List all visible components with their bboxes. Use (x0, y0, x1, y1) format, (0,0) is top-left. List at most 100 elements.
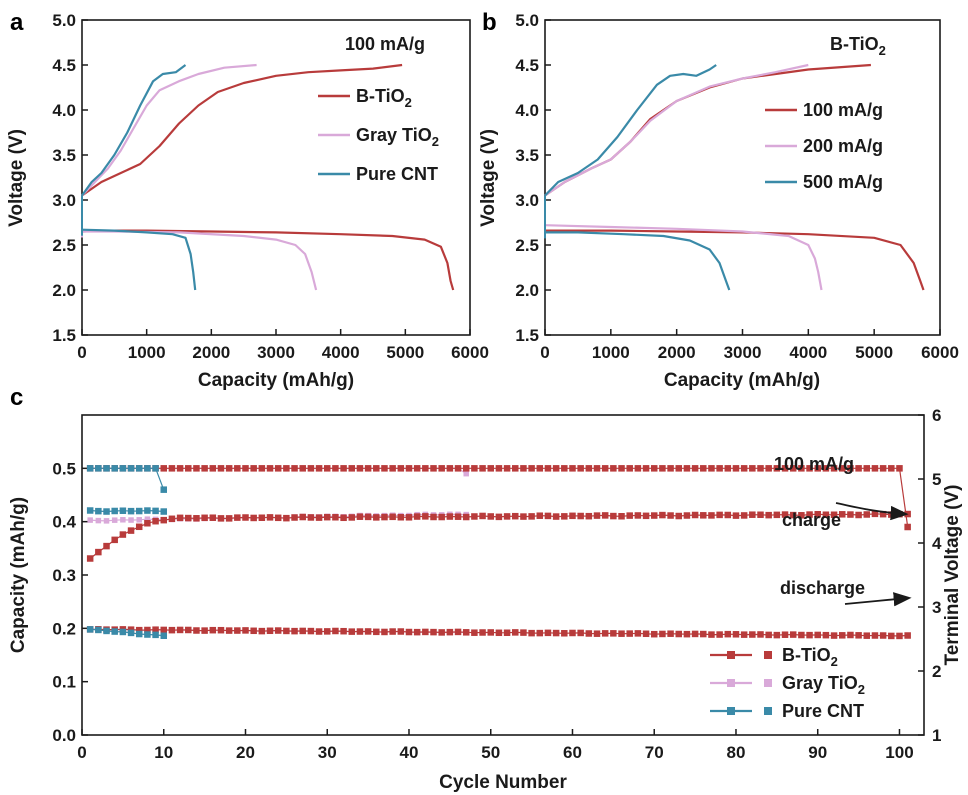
panel-b-legend-label: 100 mA/g (803, 100, 883, 120)
panel-a-xtick-label: 4000 (322, 343, 360, 362)
panel-c-legend-label-sub: 2 (831, 654, 838, 669)
panel-c-ytick-label: 0.2 (52, 619, 76, 638)
panel-a-ytick-label: 3.0 (52, 191, 76, 210)
panel-b-legend-label: 200 mA/g (803, 136, 883, 156)
panel-a-xtick-label: 2000 (192, 343, 230, 362)
panel-b-xtick-label: 0 (540, 343, 549, 362)
panel-c-y2tick-label: 5 (932, 470, 941, 489)
panel-b-label: b (482, 9, 497, 36)
panel-c-legend-marker (727, 679, 735, 687)
panel-c-ytick-label: 0.0 (52, 726, 76, 745)
panel-c-legend-label: Gray TiO2 (782, 673, 865, 697)
panel-c-legend-marker (727, 651, 735, 659)
panel-b-ylabel: Voltage (V) (478, 129, 499, 227)
panel-b-ytick-label: 3.5 (515, 146, 539, 165)
panel-a-series-1-charge-line (81, 63, 257, 197)
panel-a-xtick-label: 3000 (257, 343, 295, 362)
panel-b-series-1-charge-line (544, 63, 809, 197)
panel-a-ytick-label: 2.5 (52, 236, 76, 255)
panel-b-material-annotation-sub: 2 (879, 43, 886, 58)
panel-c-y2tick-label: 6 (932, 406, 941, 425)
panel-c-series-2-capacity-marker (86, 465, 94, 472)
panel-c-charge-arrow (835, 502, 909, 521)
panel-a-xlabel: Capacity (mAh/g) (198, 370, 354, 391)
panel-c-ytick-label: 0.1 (52, 673, 76, 692)
panel-c-series-1-charge-marker (87, 517, 93, 523)
panel-a-xtick-label: 0 (77, 343, 86, 362)
panel-b-material-annotation-main: B-TiO (830, 34, 879, 54)
panel-c-y2label: Terminal Voltage (V) (942, 485, 963, 666)
panel-c-series-2-charge-marker (160, 508, 167, 515)
panel-c-series-2-discharge-marker (160, 632, 167, 639)
panel-b-series-1-discharge-line (544, 224, 823, 291)
panel-b-xlabel: Capacity (mAh/g) (664, 370, 820, 391)
panel-b-xtick-label: 5000 (855, 343, 893, 362)
panel-b-legend-label: 500 mA/g (803, 172, 883, 192)
panel-a-xtick-label: 5000 (386, 343, 424, 362)
panel-a-ytick-label: 1.5 (52, 326, 76, 345)
panel-a-ytick-label: 2.0 (52, 281, 76, 300)
panel-b-ytick-label: 3.0 (515, 191, 539, 210)
panel-a-legend-label: Pure CNT (356, 164, 438, 184)
panel-c-legend-marker-2 (764, 707, 772, 715)
panel-c-label: c (10, 384, 23, 411)
panel-c-ytick-label: 0.3 (52, 566, 76, 585)
panel-c-series-0-charge-marker (86, 555, 94, 562)
panel-c-y2tick-label: 2 (932, 662, 941, 681)
panel-b-series-2-discharge-line (545, 231, 731, 291)
panel-a-legend-label: B-TiO2 (356, 86, 412, 110)
panel-b-ytick-label: 1.5 (515, 326, 539, 345)
panel-c-xtick-label: 80 (727, 743, 746, 762)
panel-c-legend-marker-2 (764, 679, 772, 687)
panel-b-xtick-label: 6000 (921, 343, 959, 362)
panel-b-ytick-label: 4.0 (515, 101, 539, 120)
panel-b-ytick-label: 4.5 (515, 56, 539, 75)
panel-a-legend-label-main: Pure CNT (356, 164, 438, 184)
panel-b-xtick-label: 2000 (658, 343, 696, 362)
panel-b-xtick-label: 1000 (592, 343, 630, 362)
panel-b-ytick-label: 2.0 (515, 281, 539, 300)
panel-b-series-0-discharge-line (545, 229, 925, 291)
panel-c-y2tick-label: 3 (932, 598, 941, 617)
panel-c-series-2-charge-marker (86, 507, 94, 514)
panel-c-xtick-label: 70 (645, 743, 664, 762)
panel-b-xtick-label: 3000 (724, 343, 762, 362)
panel-c-discharge-arrow (844, 592, 912, 607)
panel-a-series-2-discharge-line (81, 228, 197, 291)
panel-b-xtick-label: 4000 (789, 343, 827, 362)
panel-c-legend-label-sub: 2 (858, 682, 865, 697)
panel-c-discharge-annotation: discharge (780, 578, 865, 598)
panel-c-legend-label-main: B-TiO (782, 645, 831, 665)
panel-c-legend-marker-2 (764, 651, 772, 659)
panel-a-xtick-label: 1000 (128, 343, 166, 362)
panel-a-xtick-label: 6000 (451, 343, 489, 362)
panel-c-y2tick-label: 4 (932, 534, 942, 553)
panel-c-ytick-label: 0.4 (52, 513, 76, 532)
panel-c-legend-label-main: Gray TiO (782, 673, 858, 693)
panel-b-series-2-charge-line (544, 64, 717, 197)
panel-a-ytick-label: 5.0 (52, 11, 76, 30)
panel-b-ytick-label: 5.0 (515, 11, 539, 30)
panel-b-ytick-label: 2.5 (515, 236, 539, 255)
panel-a-legend-label-sub: 2 (405, 95, 412, 110)
panel-c-ytick-label: 0.5 (52, 459, 76, 478)
panel-a-ylabel: Voltage (V) (6, 129, 27, 227)
panel-a-series-1-discharge-line (82, 230, 318, 291)
panel-c-xtick-label: 100 (885, 743, 913, 762)
panel-a-series-2-charge-line (81, 64, 187, 197)
panel-c-xtick-label: 0 (77, 743, 86, 762)
panel-a-series-0-discharge-line (81, 229, 455, 291)
panel-c-series-2-discharge-marker (86, 626, 94, 633)
panel-a-legend-label-main: B-TiO (356, 86, 405, 106)
panel-c-series-0-charge-line (89, 513, 908, 559)
panel-a-legend-label-main: Gray TiO (356, 125, 432, 145)
panel-a-ytick-label: 3.5 (52, 146, 76, 165)
panel-c-xtick-label: 10 (154, 743, 173, 762)
panel-a-legend-label-sub: 2 (432, 134, 439, 149)
panel-a-series-0-charge-line (81, 63, 403, 197)
panel-b-material-annotation: B-TiO2 (830, 34, 886, 58)
panel-a-label: a (10, 9, 24, 36)
panel-c-xlabel: Cycle Number (439, 772, 567, 793)
panel-c-xtick-label: 30 (318, 743, 337, 762)
